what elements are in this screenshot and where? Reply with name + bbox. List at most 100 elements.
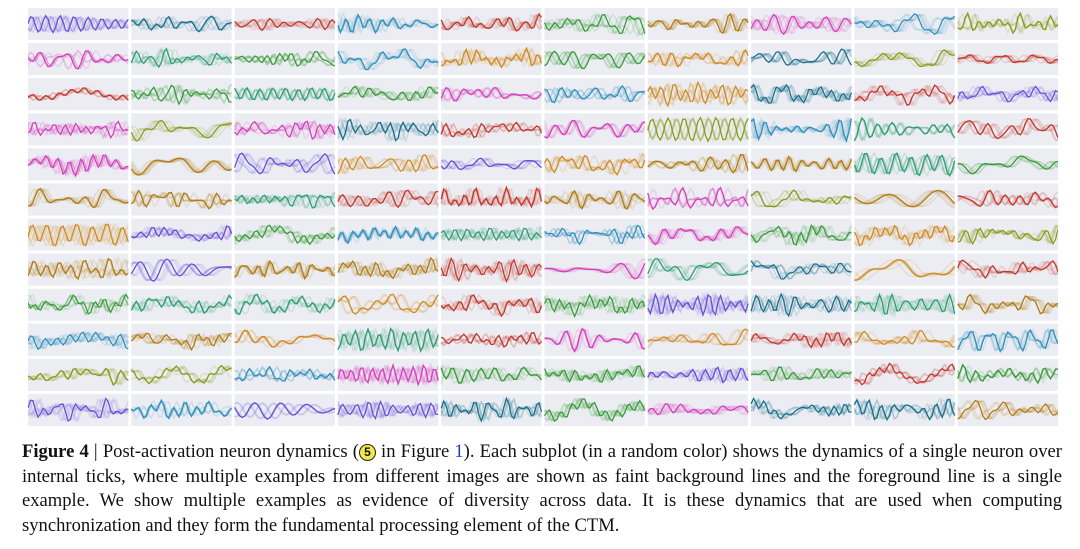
background-trace (853, 224, 956, 248)
background-trace (543, 120, 646, 139)
background-trace (233, 119, 336, 139)
background-trace (957, 85, 1058, 103)
subplot-background (544, 78, 645, 111)
subplot-background (234, 78, 335, 111)
background-trace (28, 223, 129, 246)
foreground-trace (130, 189, 232, 210)
neuron-subplot (543, 148, 646, 181)
background-trace (750, 48, 852, 66)
subplot-background (544, 393, 645, 426)
background-trace (853, 398, 956, 421)
background-trace (750, 262, 852, 280)
foreground-trace (543, 13, 646, 34)
background-trace (441, 257, 543, 283)
background-trace (647, 291, 749, 318)
neuron-subplot (647, 43, 749, 76)
foreground-trace (28, 187, 129, 209)
background-trace (854, 84, 956, 107)
subplot-background (234, 393, 335, 426)
foreground-trace (28, 367, 129, 386)
background-trace (130, 258, 232, 282)
background-trace (750, 397, 852, 420)
neuron-subplot (440, 218, 543, 251)
background-trace (130, 83, 233, 105)
neuron-subplot (750, 113, 853, 146)
background-trace (957, 118, 1058, 140)
figure-reference-link[interactable]: 1 (454, 441, 464, 462)
background-trace (750, 260, 853, 280)
foreground-trace (440, 185, 543, 209)
background-trace (647, 291, 749, 318)
background-trace (750, 262, 852, 280)
neuron-subplot (337, 78, 439, 111)
foreground-trace (337, 13, 439, 35)
background-trace (750, 49, 852, 66)
caption-text-before: Post-activation neuron dynamics ( (102, 441, 359, 462)
foreground-trace (234, 224, 336, 246)
neuron-dynamics-figure (28, 8, 1058, 426)
background-trace (337, 257, 439, 279)
background-trace (543, 153, 645, 176)
background-trace (131, 191, 232, 209)
background-trace (543, 119, 646, 139)
background-trace (337, 363, 439, 387)
background-trace (854, 50, 956, 68)
background-trace (130, 332, 232, 351)
subplot-background (131, 358, 232, 391)
background-trace (750, 366, 852, 382)
background-trace (543, 294, 646, 317)
background-trace (750, 155, 852, 172)
neuron-subplot (853, 288, 956, 321)
background-trace (647, 51, 749, 68)
background-trace (130, 400, 233, 420)
background-trace (544, 13, 646, 37)
background-trace (750, 83, 852, 105)
neuron-subplot (956, 8, 1058, 41)
background-trace (853, 398, 956, 420)
neuron-subplot (233, 323, 336, 356)
background-trace (750, 13, 852, 35)
neuron-subplot (130, 183, 233, 216)
subplot-background (337, 183, 439, 216)
subplot-background (544, 218, 645, 251)
neuron-subplot (853, 183, 956, 216)
neuron-subplot (750, 358, 853, 391)
background-trace (647, 292, 749, 318)
background-trace (440, 157, 542, 170)
neuron-subplot (544, 253, 646, 286)
background-trace (440, 366, 542, 384)
background-trace (854, 49, 955, 68)
background-trace (647, 291, 749, 318)
background-trace (234, 17, 336, 31)
background-trace (750, 398, 853, 420)
subplot-background (337, 288, 439, 321)
subplot-background (337, 78, 439, 111)
neuron-subplot (28, 218, 130, 251)
background-trace (647, 154, 749, 174)
background-trace (854, 49, 956, 68)
background-trace (131, 190, 233, 210)
foreground-trace (440, 86, 542, 102)
neuron-subplot (853, 43, 956, 76)
background-trace (957, 400, 1058, 420)
background-trace (440, 225, 542, 241)
subplot-background (957, 78, 1058, 111)
background-trace (130, 400, 232, 420)
background-trace (956, 399, 1058, 421)
background-trace (750, 189, 853, 208)
foreground-trace (337, 256, 439, 280)
subplot-background (751, 43, 852, 76)
background-trace (853, 190, 956, 208)
background-trace (441, 293, 543, 316)
foreground-trace (854, 189, 956, 208)
background-trace (647, 186, 749, 209)
subplot-background (441, 8, 542, 41)
neuron-subplot (543, 218, 646, 251)
background-trace (337, 85, 439, 102)
foreground-trace (957, 189, 1058, 209)
neuron-subplot (440, 253, 543, 286)
background-trace (957, 85, 1058, 103)
background-trace (337, 190, 439, 208)
background-trace (440, 46, 543, 69)
foreground-trace (130, 47, 233, 69)
